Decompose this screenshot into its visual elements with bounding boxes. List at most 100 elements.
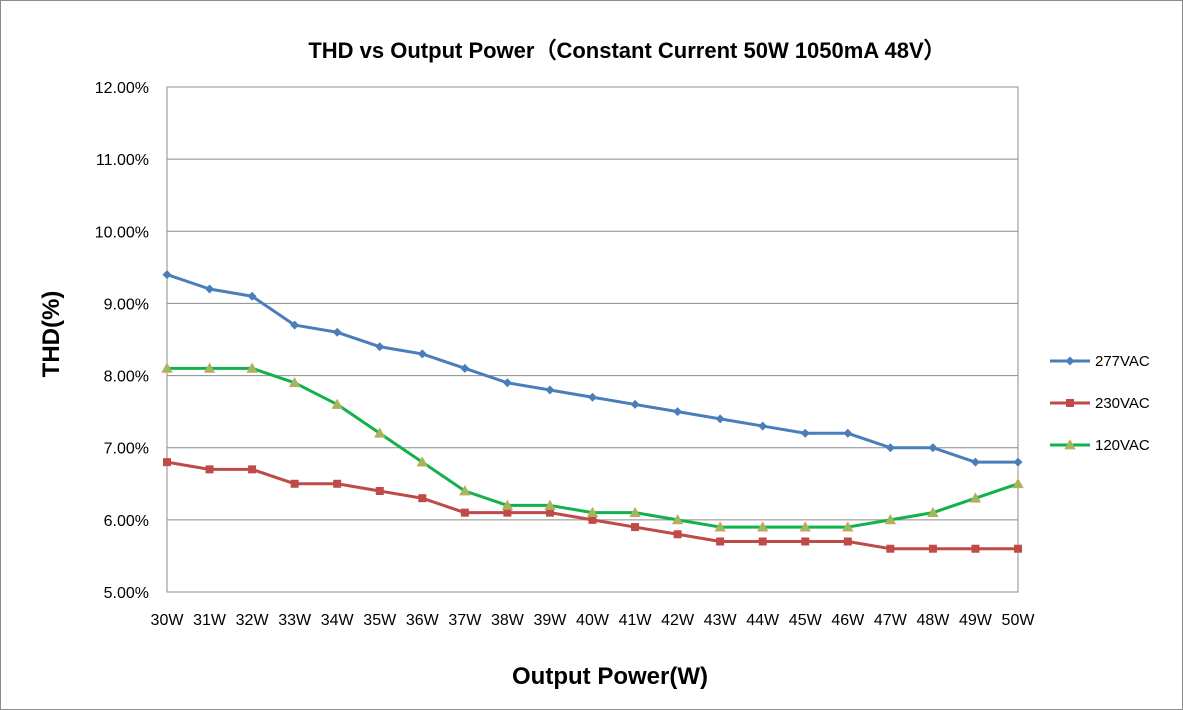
legend-label: 277VAC (1095, 353, 1150, 370)
data-point-square (631, 523, 640, 532)
data-point-triangle (501, 499, 514, 510)
data-point-square (758, 537, 767, 546)
x-tick-label: 33W (278, 612, 312, 629)
x-tick-label: 40W (576, 612, 610, 629)
data-point-square (843, 537, 852, 546)
x-tick-label: 38W (491, 612, 525, 629)
x-tick-label: 37W (448, 612, 482, 629)
data-point-diamond (247, 291, 257, 301)
x-tick-label: 41W (619, 612, 653, 629)
data-point-diamond (162, 270, 172, 280)
data-point-triangle (544, 499, 556, 510)
data-point-square (673, 530, 682, 539)
data-point-diamond (673, 407, 683, 417)
data-point-diamond (715, 414, 725, 424)
data-point-triangle (586, 506, 599, 518)
data-point-diamond (1013, 457, 1023, 467)
x-tick-label: 45W (789, 612, 823, 629)
data-point-triangle (671, 514, 684, 525)
x-tick-label: 46W (831, 612, 865, 629)
x-tick-label: 30W (151, 612, 185, 629)
data-point-triangle (629, 506, 641, 518)
data-point-square (971, 544, 980, 553)
data-point-triangle (203, 362, 216, 373)
data-point-diamond (885, 443, 895, 453)
data-point-triangle (416, 456, 428, 467)
x-tick-label: 50W (1002, 612, 1036, 629)
data-point-diamond (332, 327, 342, 337)
x-tick-label: 32W (236, 612, 270, 629)
data-point-square (418, 494, 427, 503)
data-point-triangle (1012, 477, 1024, 489)
data-point-triangle (459, 485, 471, 496)
data-point-square (205, 465, 214, 474)
x-tick-label: 49W (959, 612, 993, 629)
y-tick-label: 11.00% (96, 152, 149, 169)
x-tick-label: 39W (533, 612, 567, 629)
data-point-triangle (1064, 439, 1076, 450)
data-point-diamond (758, 421, 768, 431)
series-group (161, 270, 1024, 553)
data-point-square (503, 508, 512, 517)
gridlines (167, 86, 1018, 521)
data-point-triangle (161, 362, 173, 373)
data-point-square (716, 537, 725, 546)
data-point-triangle (842, 521, 854, 532)
data-point-square (290, 479, 299, 488)
data-point-diamond (545, 385, 555, 395)
data-point-triangle (246, 362, 258, 373)
data-point-square (801, 537, 810, 546)
y-tick-label: 12.00% (95, 80, 149, 97)
data-point-diamond (375, 342, 385, 352)
x-tick-label: 48W (916, 612, 950, 629)
x-axis-title: Output Power(W) (512, 663, 708, 690)
x-tick-label: 42W (661, 612, 695, 629)
data-point-triangle (884, 514, 897, 525)
data-point-square (163, 458, 171, 467)
y-tick-label: 5.00% (104, 585, 149, 602)
data-point-square (375, 487, 384, 495)
x-tick-label: 31W (193, 612, 227, 629)
x-tick-label: 44W (746, 612, 780, 629)
data-point-square (886, 544, 895, 553)
legend: 277VAC 230VAC 120VAC (1050, 353, 1150, 454)
x-tick-labels: 30W 31W 32W 33W 34W 35W 36W 37W 38W 39W 40W 41W 42W 4… (151, 612, 1036, 629)
y-tick-label: 10.00% (95, 224, 149, 241)
y-tick-label: 6.00% (104, 513, 149, 530)
legend-label: 120VAC (1095, 437, 1150, 454)
y-tick-label: 8.00% (104, 369, 149, 386)
data-point-diamond (928, 443, 938, 453)
y-tick-label: 9.00% (104, 296, 149, 313)
y-tick-label: 7.00% (104, 441, 149, 458)
data-point-diamond (800, 428, 810, 438)
data-point-diamond (843, 428, 853, 438)
data-point-triangle (969, 492, 982, 503)
data-point-square (928, 544, 937, 553)
data-point-square (333, 479, 342, 488)
data-point-diamond (205, 284, 215, 294)
data-point-diamond (630, 399, 640, 409)
data-point-diamond (460, 363, 470, 373)
data-point-diamond (502, 378, 512, 388)
data-point-diamond (290, 320, 300, 330)
data-point-diamond (1065, 356, 1075, 366)
data-point-square (1066, 399, 1074, 407)
data-point-square (1014, 544, 1022, 553)
y-tick-labels: 5.00% 6.00% 7.00% 8.00% 9.00% 10.00% 11.00% 12.… (95, 80, 149, 602)
data-point-triangle (757, 521, 769, 532)
data-point-triangle (799, 521, 811, 532)
x-tick-label: 47W (874, 612, 908, 629)
x-tick-label: 36W (406, 612, 440, 629)
data-point-diamond (588, 392, 597, 402)
data-point-diamond (970, 457, 980, 467)
x-tick-label: 43W (704, 612, 738, 629)
x-tick-label: 35W (363, 612, 397, 629)
data-point-diamond (417, 349, 427, 359)
data-point-triangle (927, 506, 939, 518)
data-point-triangle (331, 398, 343, 409)
data-point-triangle (288, 376, 301, 388)
data-point-triangle (374, 427, 386, 438)
y-axis-title: THD(%) (38, 291, 65, 378)
data-point-square (545, 508, 554, 517)
